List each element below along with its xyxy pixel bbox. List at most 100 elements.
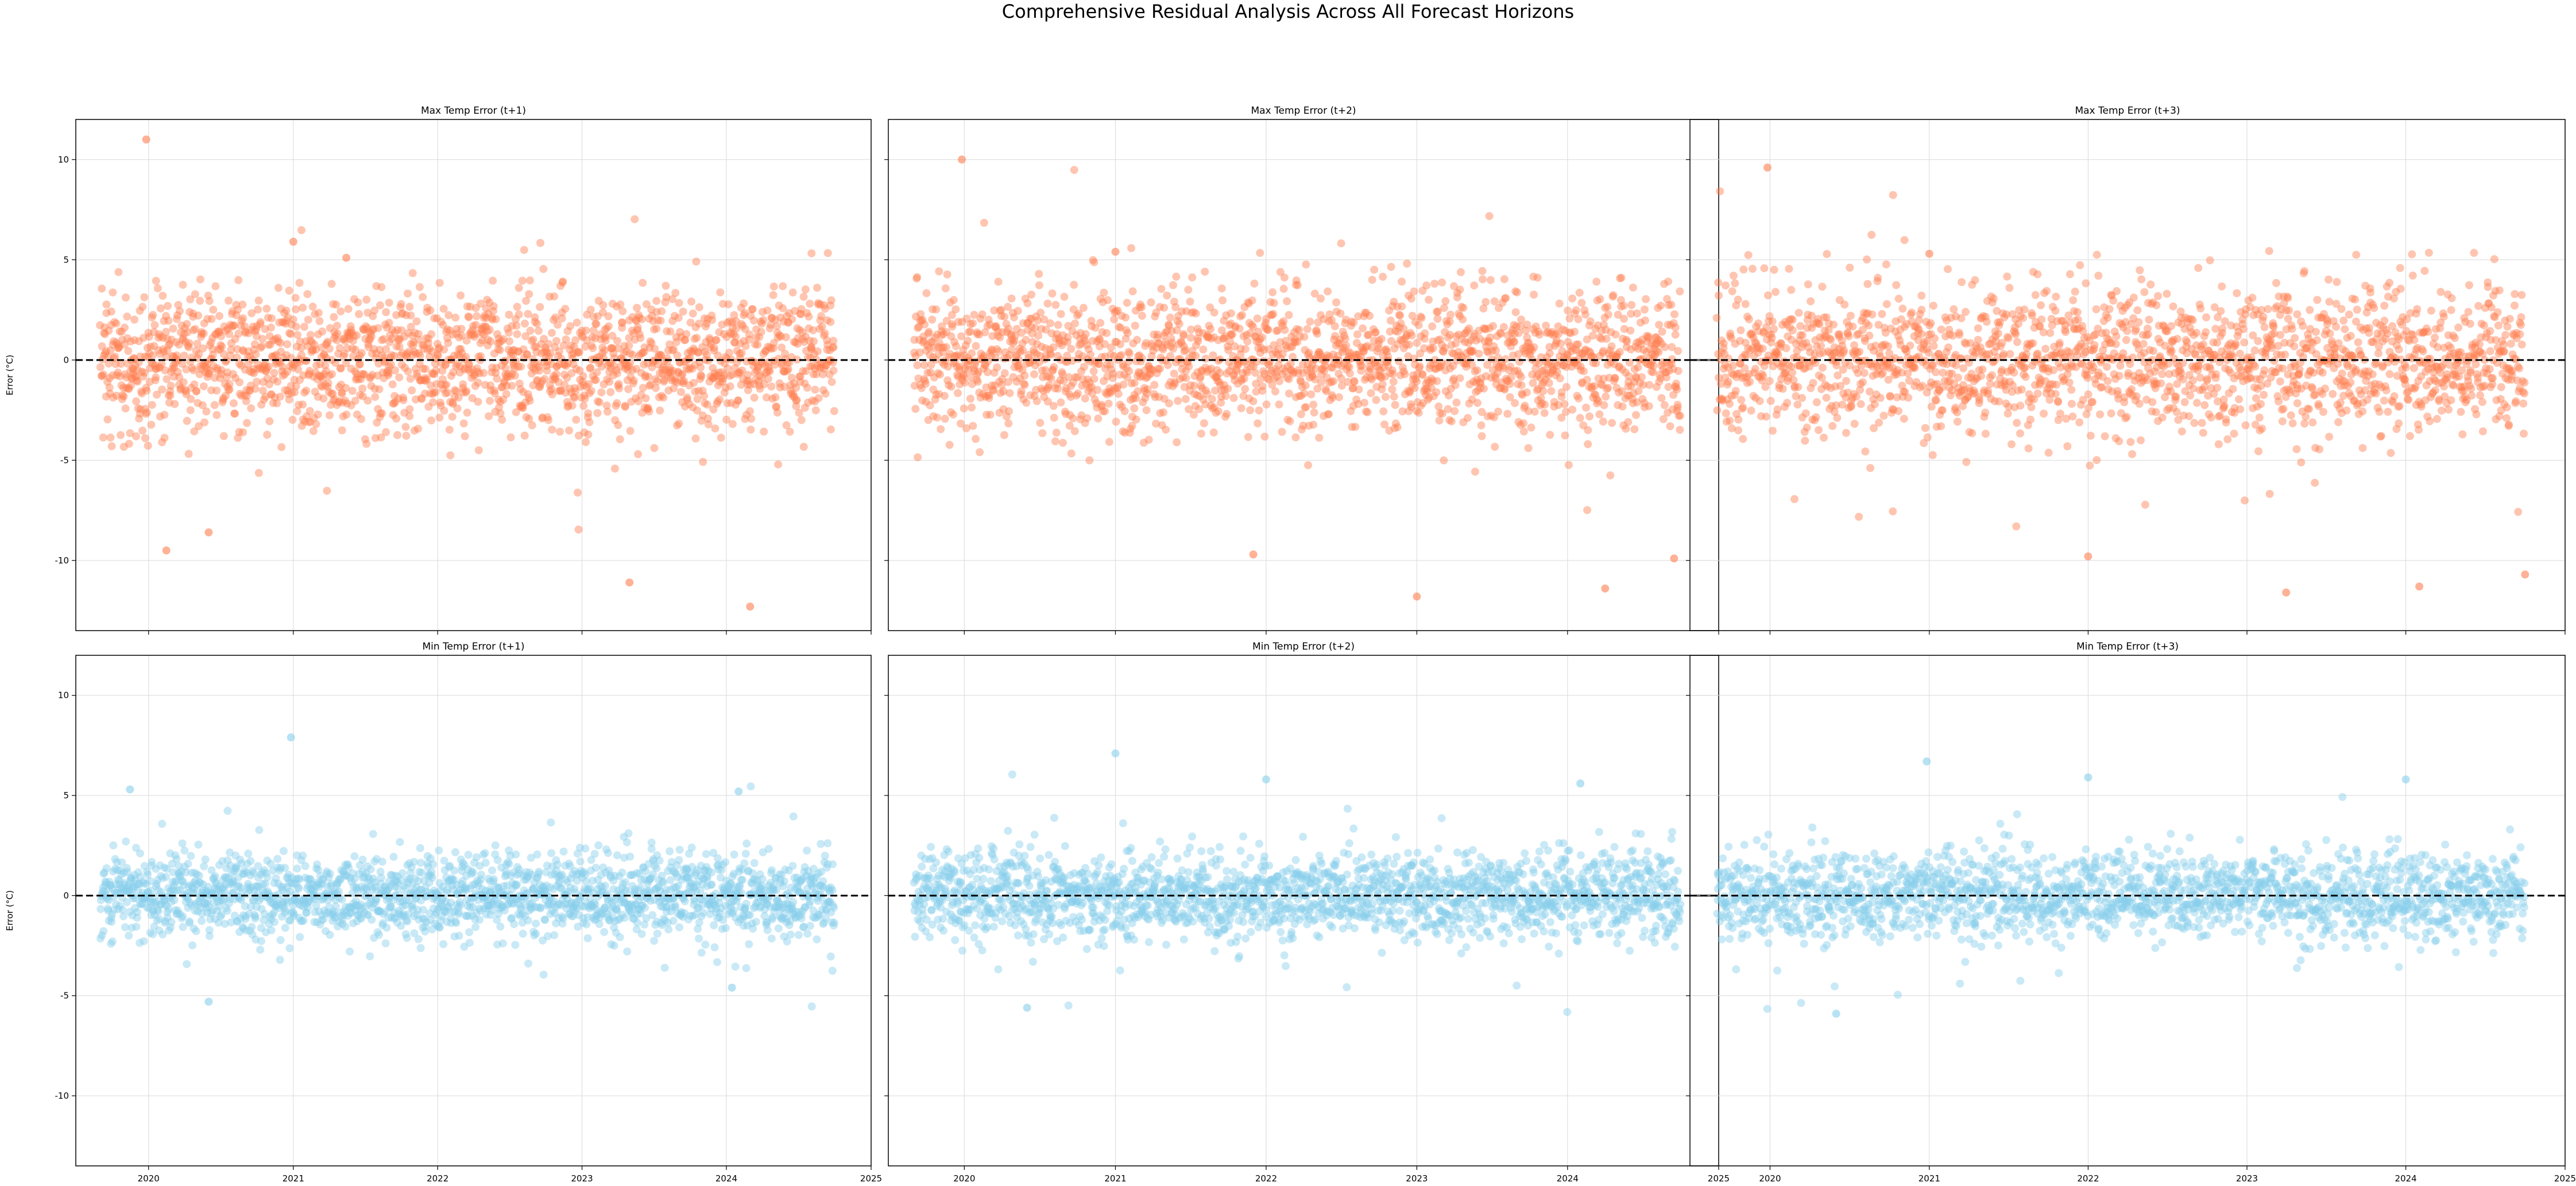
scatter-point [1162,426,1170,434]
scatter-point [1530,291,1538,299]
scatter-point [535,366,544,375]
scatter-point [1032,397,1041,405]
scatter-point [1275,400,1283,409]
subplot-title: Max Temp Error (t+1) [421,105,526,117]
scatter-point [1988,371,1996,380]
scatter-point [1968,429,1977,438]
scatter-point [1530,407,1539,416]
scatter-point [162,353,171,361]
scatter-point [109,341,117,349]
scatter-point [1119,380,1128,389]
scatter-point [589,344,597,353]
scatter-point [1572,306,1580,315]
scatter-point [123,360,131,368]
scatter-point [1842,377,1851,385]
scatter-point [1984,387,1993,395]
scatter-point [150,328,158,337]
scatter-point [1335,393,1343,401]
scatter-point [1074,389,1082,398]
scatter-point [1052,428,1061,437]
scatter-point [1156,365,1164,373]
scatter-point [666,327,675,336]
scatter-point [292,322,300,331]
scatter-point [125,384,133,392]
scatter-point [1627,301,1636,309]
scatter-point [1241,385,1250,393]
scatter-point [161,366,169,374]
scatter-point [978,310,987,319]
scatter-point [145,333,153,341]
scatter-point [1105,438,1113,446]
scatter-point [572,415,581,424]
scatter-point [131,373,140,381]
scatter-point [191,324,199,333]
scatter-point [1586,317,1595,326]
scatter-point [181,385,189,394]
scatter-point [1070,165,1078,174]
scatter-point-outlier [1413,592,1421,601]
scatter-point [1986,380,1994,388]
scatter-point [1147,298,1155,307]
scatter-point [942,343,950,351]
scatter-point [1511,308,1520,316]
scatter-point [954,389,962,397]
scatter-point [1574,340,1583,349]
scatter-point [198,328,206,337]
scatter-point [1818,364,1827,372]
scatter-point [457,291,465,300]
scatter-point [2139,339,2148,348]
scatter-point [197,333,206,341]
scatter-point [1921,424,1929,432]
scatter-point [2185,412,2193,420]
scatter-point [773,408,782,417]
scatter-point [748,305,757,314]
scatter-point [1224,384,1232,393]
scatter-point [811,385,819,394]
scatter-point [262,304,271,313]
scatter-point [2154,292,2162,300]
scatter-point [920,320,929,329]
scatter-point [176,328,185,337]
scatter-point [1005,407,1013,415]
scatter-point [2096,410,2105,419]
scatter-point [1540,400,1549,409]
scatter-point [502,390,510,399]
scatter-point [1676,426,1684,434]
scatter-point [1932,368,1940,376]
scatter-point [1132,415,1140,424]
scatter-point [265,417,274,426]
scatter-point [1812,398,1821,407]
scatter-point [1746,377,1754,386]
scatter-point [1069,414,1077,423]
scatter-point [941,284,950,293]
scatter-point [1482,298,1490,306]
scatter-point [1798,393,1807,402]
scatter-point [139,334,148,342]
scatter-point [922,289,931,298]
scatter-point [318,327,327,336]
scatter-point [1641,316,1649,324]
scatter-point [1846,311,1855,320]
scatter-point [397,300,405,308]
scatter-point [2021,363,2029,372]
scatter-point [585,418,594,426]
scatter-point [167,368,175,376]
scatter-point [1291,433,1300,442]
scatter-point [1547,387,1556,395]
scatter-point [114,343,123,352]
scatter-point [2094,272,2103,280]
scatter-point [763,306,772,315]
scatter-point [613,337,621,345]
scatter-point [1293,281,1302,289]
scatter-point [170,372,179,381]
scatter-point [1815,320,1824,329]
scatter-point [291,293,300,302]
scatter-point [1556,339,1565,348]
scatter-point [1446,311,1455,319]
scatter-point [204,291,212,300]
scatter-point [1971,276,1979,284]
scatter-point [106,346,115,355]
scatter-point [165,339,174,348]
scatter-point [980,218,988,227]
scatter-point [354,298,362,307]
